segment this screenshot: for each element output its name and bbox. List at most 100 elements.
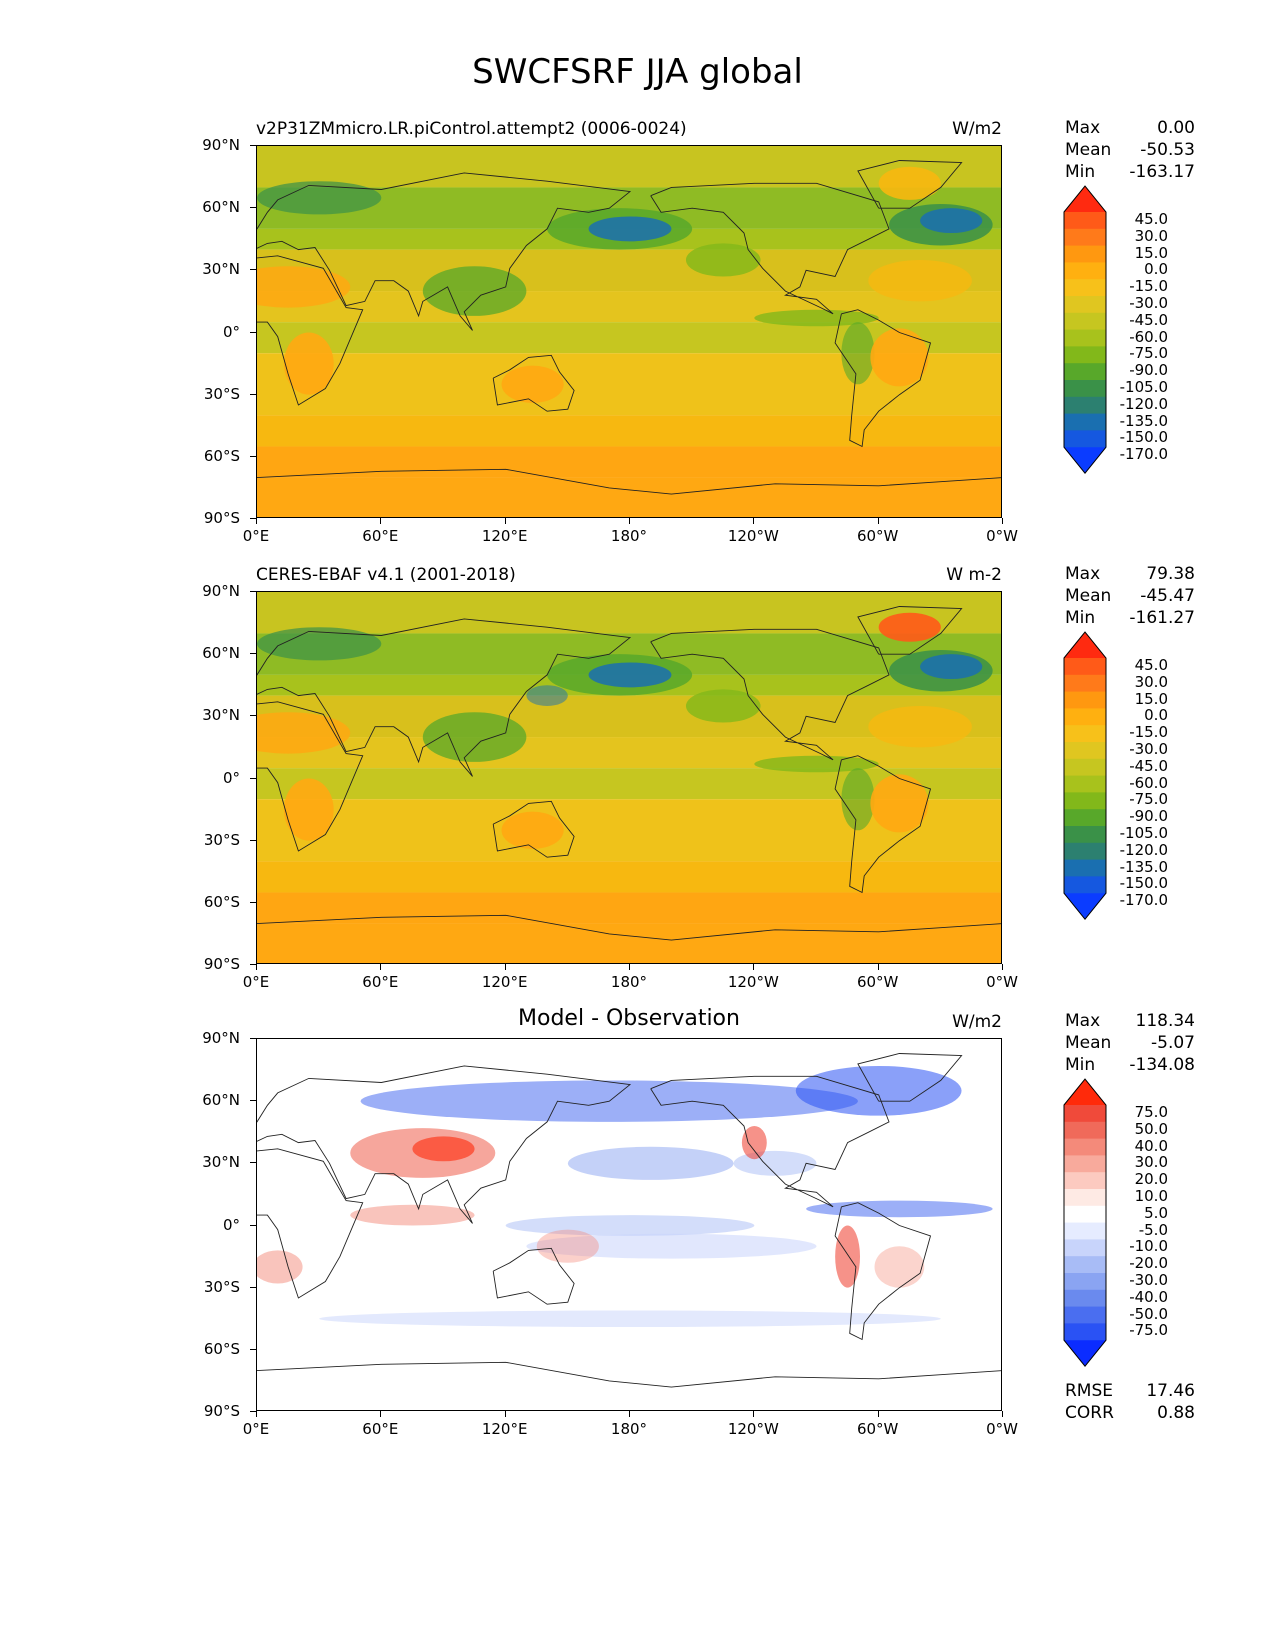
colorbar-outline: [1063, 1078, 1107, 1367]
lon-tick-label: 60°W: [856, 527, 899, 545]
stats-box: Max 0.00 Mean -50.53 Min -163.17: [1065, 117, 1195, 183]
lon-tick-mark: [504, 964, 506, 970]
stat-mean-label: Mean: [1065, 1033, 1112, 1053]
lon-tick-label: 0°E: [242, 527, 270, 545]
colorbar-segment: [1064, 1323, 1106, 1341]
stat-max-label: Max: [1065, 118, 1101, 138]
lon-tick-label: 0°E: [242, 1420, 270, 1438]
colorbar-outline: [1063, 185, 1107, 474]
colorbar-tick-label: 30.0: [1134, 672, 1168, 691]
lon-tick-label: 60°E: [362, 1420, 399, 1438]
lon-tick-label: 120°W: [727, 973, 779, 991]
lon-tick-mark: [256, 964, 257, 970]
coastline: [834, 309, 932, 448]
colorbar-extend-max: [1064, 185, 1106, 212]
lat-tick-label: 60°S: [203, 1339, 240, 1358]
field-region: [685, 243, 761, 277]
lat-tick-mark: [250, 269, 256, 271]
colorbar-segment: [1064, 1188, 1106, 1207]
coastline: [257, 172, 632, 331]
stat-mean-value: -5.07: [1151, 1033, 1195, 1053]
lat-tick-label: 30°S: [203, 384, 240, 403]
lon-tick-mark: [629, 964, 630, 970]
colorbar-tick-label: -40.0: [1129, 1287, 1168, 1306]
colorbar-tick-label: -15.0: [1129, 723, 1168, 742]
lon-tick-label: 180°: [610, 973, 648, 991]
lon-tick-mark: [877, 964, 879, 970]
field-region: [257, 712, 351, 754]
colorbar-segment: [1064, 876, 1106, 894]
lon-tick-mark: [504, 518, 506, 524]
field-region: [754, 309, 879, 327]
colorbar-tick-label: -45.0: [1129, 310, 1168, 329]
lat-tick-mark: [250, 393, 256, 395]
colorbar-segment: [1064, 379, 1106, 398]
field-region: [920, 654, 983, 680]
coastline: [650, 628, 890, 761]
colorbar-tick-label: -75.0: [1129, 1321, 1168, 1340]
colorbar-segment: [1064, 329, 1106, 347]
colorbar-segment: [1064, 725, 1106, 743]
lon-tick-label: 60°E: [362, 973, 399, 991]
colorbar-segment: [1064, 691, 1106, 709]
colorbar-extend-max: [1064, 1079, 1106, 1105]
lat-tick-label: 30°N: [202, 706, 240, 725]
colorbar-segment: [1064, 346, 1106, 364]
colorbar-tick-label: 45.0: [1134, 210, 1168, 228]
rmse-value: 17.46: [1146, 1381, 1195, 1401]
lat-tick-label: 60°N: [202, 644, 240, 663]
colorbar-tick-label: -120.0: [1119, 840, 1168, 859]
stat-min-value: -163.17: [1129, 162, 1195, 182]
colorbar-tick-label: -30.0: [1129, 1271, 1168, 1289]
panel-model: v2P31ZMmicro.LR.piControl.attempt2 (0006…: [0, 117, 1275, 587]
colorbar-segment: [1064, 1155, 1106, 1173]
colorbar-segment: [1064, 262, 1106, 280]
lat-tick-mark: [250, 331, 256, 333]
colorbar-tick-label: -20.0: [1129, 1254, 1168, 1273]
lat-tick-label: 0°: [222, 322, 240, 341]
colorbar-segment: [1064, 312, 1106, 331]
field-region: [835, 1225, 861, 1288]
coastline: [257, 1148, 364, 1299]
colorbar-tick-label: 5.0: [1144, 1203, 1168, 1222]
colorbar-segment: [1064, 413, 1106, 431]
lat-tick-label: 60°S: [203, 446, 240, 465]
lon-tick-label: 0°W: [986, 527, 1018, 545]
field-region: [870, 774, 929, 833]
colorbar-tick-label: -120.0: [1119, 394, 1168, 413]
colorbar-segment: [1064, 825, 1106, 844]
map-canvas: [257, 146, 1001, 517]
stats-box: Max 118.34 Mean -5.07 Min -134.08: [1065, 1010, 1195, 1076]
panel-units: W/m2: [952, 119, 1002, 139]
colorbar-segment: [1064, 1306, 1106, 1324]
lon-tick-label: 60°W: [856, 973, 899, 991]
colorbar-outline: [1063, 631, 1107, 920]
colorbar-tick-label: -135.0: [1119, 857, 1168, 876]
lat-tick-mark: [250, 591, 256, 592]
lat-tick-mark: [250, 1038, 256, 1039]
colorbar-tick-label: 30.0: [1134, 1153, 1168, 1172]
field-band: [257, 892, 1001, 924]
lat-tick-label: 90°N: [202, 136, 240, 154]
lat-tick-label: 90°S: [203, 955, 240, 973]
lon-tick-label: 120°W: [727, 1420, 779, 1438]
lon-tick-mark: [877, 1411, 879, 1417]
map-plot: [256, 1038, 1002, 1411]
field-region: [526, 1233, 817, 1259]
field-band: [257, 477, 1001, 517]
field-region: [878, 166, 941, 200]
colorbar-tick-label: 15.0: [1134, 689, 1168, 708]
lat-tick-label: 60°N: [202, 198, 240, 217]
colorbar-tick-label: -105.0: [1119, 824, 1168, 842]
field-band: [257, 446, 1001, 478]
colorbar-segment: [1064, 1272, 1106, 1291]
lon-tick-mark: [753, 518, 755, 524]
colorbar: [1063, 631, 1107, 924]
colorbar-tick-label: -5.0: [1138, 1220, 1168, 1239]
field-region: [501, 365, 564, 403]
lat-tick-label: 30°S: [203, 830, 240, 849]
colorbar-extend-max: [1064, 631, 1106, 658]
field-region: [874, 1246, 925, 1288]
colorbar-tick-label: 0.0: [1144, 260, 1168, 279]
colorbar-segment: [1064, 295, 1106, 314]
